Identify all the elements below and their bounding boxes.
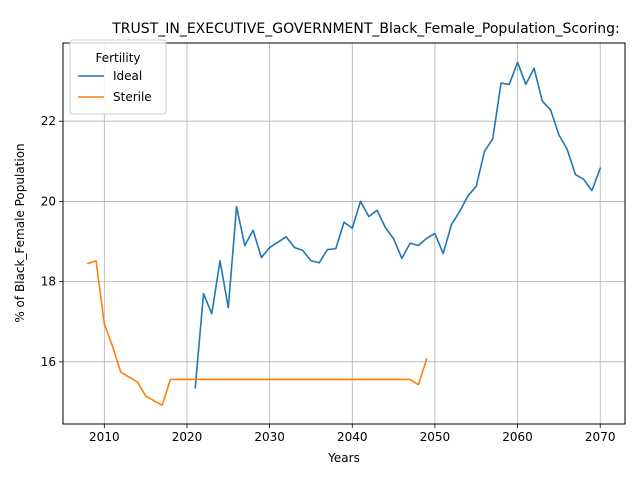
x-tick-label: 2060 <box>502 430 533 444</box>
series-line-sterile <box>86 259 428 406</box>
legend-box <box>69 39 167 115</box>
y-tick-label: 20 <box>41 194 56 208</box>
x-tick-label: 2010 <box>89 430 120 444</box>
x-tick-label: 2020 <box>172 430 203 444</box>
series-line-ideal <box>194 61 602 389</box>
grid-lines <box>63 43 625 424</box>
y-tick-label: 18 <box>41 275 56 289</box>
plot-frame <box>62 42 626 425</box>
legend-label-sterile: Sterile <box>113 90 152 104</box>
x-axis-label: Years <box>327 451 360 465</box>
x-tick-label: 2040 <box>337 430 368 444</box>
y-tick-label: 16 <box>41 355 56 369</box>
chart-title: TRUST_IN_EXECUTIVE_GOVERNMENT_Black_Fema… <box>111 21 620 37</box>
x-tick-label: 2030 <box>254 430 285 444</box>
legend-title: Fertility <box>95 51 140 65</box>
x-tick-label: 2070 <box>585 430 616 444</box>
legend-label-ideal: Ideal <box>113 69 142 83</box>
x-tick-label: 2050 <box>420 430 451 444</box>
series-layer <box>86 61 602 406</box>
legend: Fertility Ideal Sterile <box>69 39 167 115</box>
y-tick-label: 22 <box>41 114 56 128</box>
axis-ticks: 2010 2020 2030 2040 2050 2060 2070 16 18 20 22 <box>41 114 616 444</box>
y-axis-label: % of Black_Female Population <box>13 143 27 322</box>
